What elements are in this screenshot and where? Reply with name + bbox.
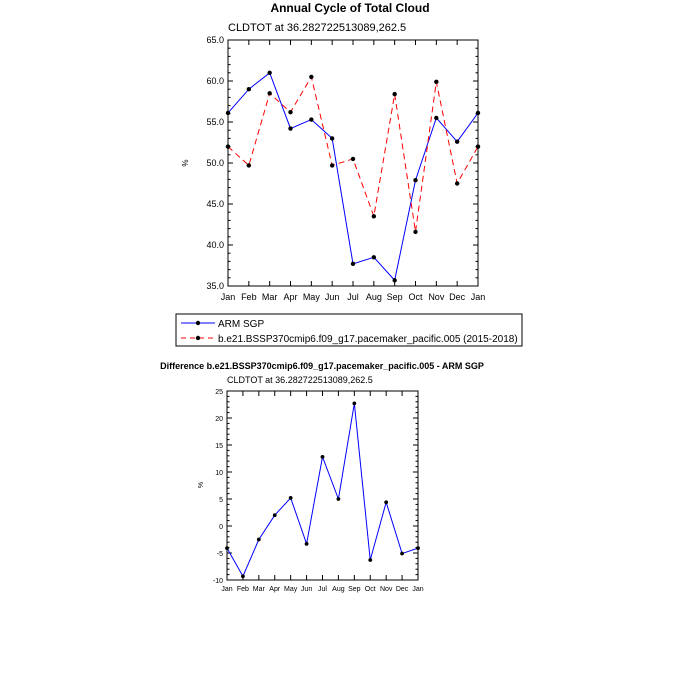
chart1-series-1-point bbox=[392, 91, 397, 97]
chart1-series-0-point bbox=[454, 139, 460, 144]
chart1-series-0-point bbox=[413, 178, 418, 183]
chart2-series-0-point bbox=[416, 546, 420, 551]
legend-marker-arm bbox=[195, 320, 201, 326]
chart1-series-1-point bbox=[267, 91, 272, 96]
chart2-series-0-point bbox=[368, 558, 373, 562]
chart1-xtick-label: Oct bbox=[408, 292, 423, 302]
chart2-ytick-label: 25 bbox=[215, 389, 223, 396]
chart2-xtick-label: Aug bbox=[332, 586, 345, 593]
chart1-plot-area: 35.0 40.0 45.0 50.0 55.0 60.0 65.0 Jan Feb Mar Apr… bbox=[206, 35, 485, 302]
chart2-xtick-label: Sep bbox=[348, 586, 361, 593]
chart2-series-0-point bbox=[336, 497, 341, 501]
chart2-xtick-label: Apr bbox=[269, 586, 281, 593]
chart1-ytick-label: 45.0 bbox=[206, 199, 224, 209]
chart1-ytick-label: 50.0 bbox=[206, 158, 224, 168]
legend-label-model: b.e21.BSSP370cmip6.f09_g17.pacemaker_pac… bbox=[218, 334, 518, 345]
chart1-series-0-point bbox=[392, 278, 397, 283]
chart2-xtick-label: Oct bbox=[365, 586, 376, 593]
chart1-frame bbox=[227, 39, 479, 287]
chart1-ytick-label: 35.0 bbox=[206, 281, 224, 291]
chart1-ytick-label: 40.0 bbox=[206, 240, 224, 250]
chart1-xtick-label: May bbox=[303, 292, 321, 302]
chart2-ytick-label: 15 bbox=[215, 443, 223, 450]
chart1-series-0-point bbox=[371, 255, 377, 260]
chart2-ylabel: % bbox=[198, 482, 205, 488]
chart1-series-1-point bbox=[246, 163, 252, 168]
chart2-ytick-label: -5 bbox=[217, 551, 223, 558]
chart1-series-1-point bbox=[371, 214, 377, 219]
chart2-xtick-label: Jan bbox=[221, 586, 232, 593]
chart1-legend: ARM SGP b.e21.BSSP370cmip6.f09_g17.pacem… bbox=[175, 313, 523, 347]
chart1-series-1-point bbox=[350, 156, 356, 162]
legend-label-arm: ARM SGP bbox=[218, 319, 264, 330]
chart2-ytick-label: 5 bbox=[219, 497, 223, 504]
chart2-frame bbox=[226, 390, 419, 581]
chart2-xtick-label: Jan bbox=[412, 586, 423, 593]
chart1-title: Annual Cycle of Total Cloud bbox=[270, 1, 429, 15]
chart1-xtick-label: Sep bbox=[387, 292, 403, 302]
chart2-xtick-label: Nov bbox=[380, 586, 393, 593]
chart2-xtick-label: Jul bbox=[318, 586, 327, 593]
chart2-ytick-label: 0 bbox=[219, 524, 223, 531]
chart1-ytick-label: 60.0 bbox=[206, 76, 224, 86]
chart2-series-0-point bbox=[256, 537, 261, 542]
chart1-xtick-label: Mar bbox=[262, 292, 278, 302]
chart1-xtick-label: Nov bbox=[428, 292, 445, 302]
chart1-series-1-point bbox=[225, 144, 231, 149]
chart1-xtick-label: Jul bbox=[347, 292, 359, 302]
chart1-series-0-point bbox=[246, 87, 252, 92]
chart1-series-1-point bbox=[309, 74, 314, 80]
chart2-ytick-label: 20 bbox=[215, 416, 223, 423]
chart1-xtick-label: Jan bbox=[221, 292, 236, 302]
chart1-series-0-point bbox=[225, 110, 231, 116]
chart1-series-1-point bbox=[434, 79, 439, 85]
chart1-series-0-point bbox=[329, 136, 335, 141]
chart2-series-0-point bbox=[352, 401, 357, 406]
chart1-xtick-label: Apr bbox=[283, 292, 297, 302]
chart2-series-0-point bbox=[304, 541, 309, 546]
chart1-series-0-point bbox=[288, 126, 293, 131]
chart1-xtick-label: Feb bbox=[241, 292, 257, 302]
chart1-series-0-point bbox=[267, 70, 272, 76]
chart2-xtick-label: Jun bbox=[301, 586, 312, 593]
chart2-series-0-point bbox=[384, 500, 389, 505]
chart2-title: Difference b.e21.BSSP370cmip6.f09_g17.pa… bbox=[160, 361, 484, 371]
chart1-series-0-point bbox=[350, 261, 356, 267]
chart2-xtick-label: Mar bbox=[253, 586, 266, 593]
chart1-series-0-point bbox=[434, 115, 439, 121]
chart1-series-1-point bbox=[329, 163, 335, 168]
chart1-series-line-1 bbox=[227, 75, 479, 232]
chart2-xtick-label: Dec bbox=[396, 586, 409, 593]
chart2-series-0-point bbox=[288, 496, 293, 500]
chart1-subtitle: CLDTOT at 36.282722513089,262.5 bbox=[228, 22, 406, 34]
chart2-series-0-point bbox=[400, 551, 404, 556]
chart1-ytick-label: 65.0 bbox=[206, 35, 224, 45]
chart2-ytick-label: 10 bbox=[215, 470, 223, 477]
chart1-series-1-point bbox=[288, 109, 293, 115]
chart2-subtitle: CLDTOT at 36.282722513089,262.5 bbox=[227, 375, 373, 385]
legend-box bbox=[175, 313, 523, 347]
chart2-ytick-label: -10 bbox=[213, 578, 223, 585]
legend-marker-model bbox=[195, 335, 201, 341]
chart2-xtick-label: Feb bbox=[237, 586, 249, 593]
chart1-series-0-point bbox=[309, 117, 314, 122]
chart1-series-0-point bbox=[475, 110, 481, 116]
chart2-plot-area: -10 -5 0 5 10 15 20 25 Jan Feb Mar Apr May Jun Jul Aug S… bbox=[213, 389, 424, 593]
chart1-xtick-label: Jan bbox=[471, 292, 486, 302]
chart1-series-1-point bbox=[413, 229, 418, 235]
chart2-series-0-point bbox=[241, 574, 245, 579]
chart1-series-1-point bbox=[475, 144, 481, 149]
chart1-xtick-label: Jun bbox=[325, 292, 340, 302]
chart2-series-line-0 bbox=[226, 403, 419, 578]
chart1-ytick-label: 55.0 bbox=[206, 117, 224, 127]
chart2-series-0-point bbox=[272, 513, 277, 518]
chart1-series-1-point bbox=[454, 181, 460, 186]
chart2-series-0-point bbox=[225, 546, 229, 551]
chart2-series-0-point bbox=[320, 454, 325, 459]
chart1-ylabel: % bbox=[181, 159, 190, 166]
chart2-xtick-label: May bbox=[284, 586, 298, 593]
chart1-xtick-label: Aug bbox=[366, 292, 382, 302]
chart1-xtick-label: Dec bbox=[449, 292, 466, 302]
